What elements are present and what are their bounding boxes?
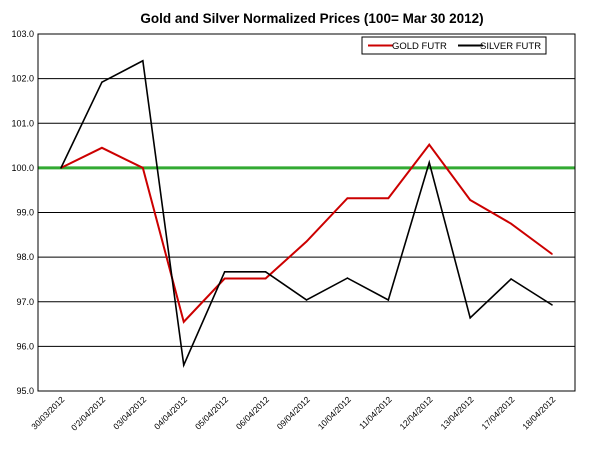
chart-title: Gold and Silver Normalized Prices (100= … — [140, 11, 483, 26]
data-point-silver — [264, 271, 267, 273]
y-tick-label: 103.0 — [11, 29, 34, 39]
x-axis-tick-labels: 30/03/2012 0'2/04/2012 03/04/2012 04/04/201… — [29, 394, 557, 432]
data-point-silver — [60, 167, 62, 169]
plot-frame — [37, 33, 576, 392]
data-point-gold — [428, 143, 431, 146]
data-point-gold — [387, 197, 390, 200]
x-tick-label: 11/04/2012 — [357, 394, 394, 431]
y-tick-label: 102.0 — [11, 74, 34, 84]
data-point-gold — [510, 222, 512, 225]
y-tick-label: 97.0 — [16, 297, 34, 307]
data-point-silver — [223, 271, 226, 273]
data-point-gold — [346, 197, 349, 200]
legend-box — [361, 36, 547, 55]
y-tick-label: 96.0 — [16, 341, 34, 351]
data-point-silver — [305, 299, 308, 301]
data-point-gold — [101, 146, 103, 149]
x-tick-label: 04/04/2012 — [152, 394, 189, 431]
y-tick-label: 100.0 — [11, 163, 34, 173]
x-tick-label: 17/04/2012 — [479, 394, 516, 431]
data-point-gold — [264, 277, 267, 280]
data-point-silver — [551, 304, 553, 306]
y-tick-label: 99.0 — [16, 208, 34, 218]
y-axis-tick-labels: 95.0 96.0 97.0 98.0 99.0 100.0 101.0 102.0 103.0 — [11, 29, 34, 396]
data-point-gold — [142, 167, 144, 169]
x-tick-label: 18/04/2012 — [520, 394, 557, 431]
x-tick-label: 13/04/2012 — [438, 394, 475, 431]
series-group — [60, 59, 553, 369]
data-point-silver — [387, 299, 390, 301]
data-point-gold — [551, 253, 553, 255]
y-tick-label: 98.0 — [16, 252, 34, 262]
series-line-gold — [60, 143, 553, 324]
x-tick-label: 03/04/2012 — [111, 394, 148, 431]
data-point-silver — [142, 59, 144, 62]
legend-label-silver: SILVER FUTR — [480, 41, 541, 52]
data-point-silver — [469, 317, 471, 319]
data-point-gold — [469, 199, 471, 201]
x-tick-label: 12/04/2012 — [398, 394, 435, 431]
y-tick-label: 101.0 — [11, 118, 34, 128]
x-tick-label: 05/04/2012 — [193, 394, 230, 431]
data-point-gold — [305, 240, 308, 243]
legend: GOLD FUTR SILVER FUTR — [361, 36, 547, 55]
data-point-gold — [182, 321, 185, 323]
data-point-silver — [101, 81, 103, 83]
data-point-silver — [510, 278, 512, 280]
data-point-silver — [428, 161, 431, 164]
x-tick-label: 30/03/2012 — [29, 394, 66, 431]
x-tick-label: 0'2/04/2012 — [69, 394, 107, 432]
data-point-silver — [182, 364, 185, 366]
x-tick-label: 10/04/2012 — [316, 394, 353, 431]
data-point-silver — [346, 277, 349, 279]
y-tick-label: 95.0 — [16, 386, 34, 396]
x-tick-label: 09/04/2012 — [275, 394, 312, 431]
gridlines — [38, 33, 575, 392]
x-tick-label: 06/04/2012 — [234, 394, 271, 431]
legend-label-gold: GOLD FUTR — [392, 41, 447, 52]
data-point-gold — [223, 277, 226, 280]
